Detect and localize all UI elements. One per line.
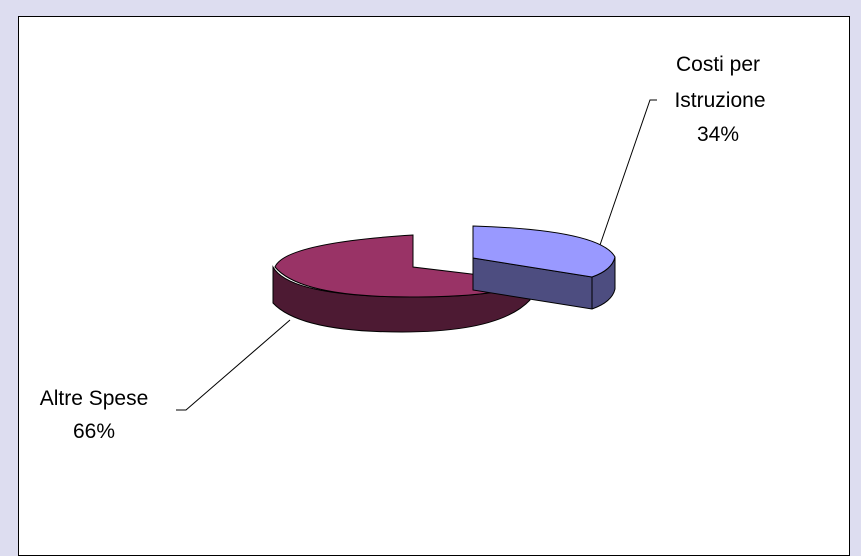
pie-chart-svg: Costi per Istruzione 34% Altre Spese 66% xyxy=(40,53,766,443)
chart-frame: Costi per Istruzione 34% Altre Spese 66% xyxy=(18,16,850,556)
label-costi-line1: Costi per xyxy=(676,53,760,76)
label-costi-percent: 34% xyxy=(697,123,739,146)
slice-costi-istruzione xyxy=(472,225,616,310)
label-costi-line2: Istruzione xyxy=(674,89,765,112)
label-altre-percent: 66% xyxy=(73,420,115,443)
leader-line-altre xyxy=(176,319,291,411)
label-altre-line1: Altre Spese xyxy=(40,387,149,410)
leader-line-costi xyxy=(599,99,657,246)
slice-altre-spese xyxy=(272,234,532,333)
slice-costi-istruzione-top xyxy=(472,225,616,278)
